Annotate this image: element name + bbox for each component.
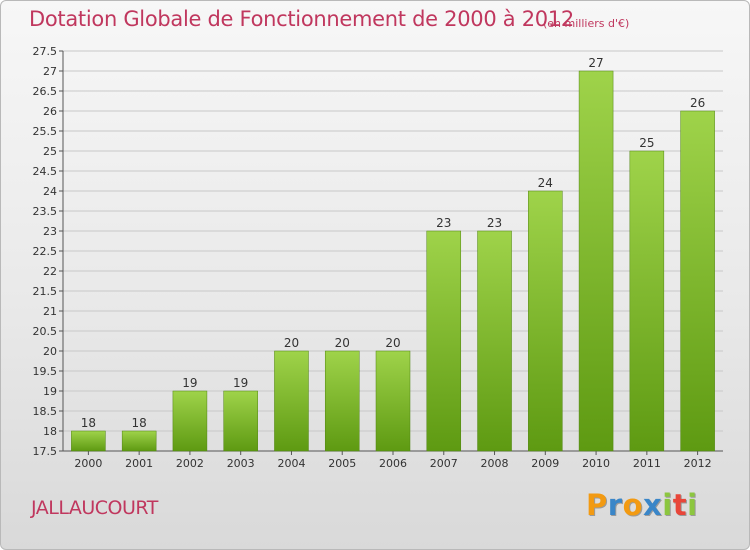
y-tick-label: 24: [43, 185, 57, 198]
bar-2012: [680, 110, 715, 452]
x-tick-label-2004: 2004: [277, 457, 305, 470]
value-label-2009: 24: [538, 176, 553, 190]
unit-note: (en milliers d'€): [543, 17, 630, 30]
bar-2011: [629, 150, 665, 452]
bar-2009: [528, 190, 563, 452]
y-tick-label: 27: [43, 65, 57, 78]
labels: 17.5 18 18.5 19 19.5 20 20.5 21 21.5 22 22.5 23 23.5…: [33, 45, 712, 470]
value-label-2004: 20: [284, 336, 299, 350]
commune-name: JALLAUCOURT: [31, 497, 158, 519]
bar-2008: [477, 230, 512, 452]
x-tick-label-2001: 2001: [125, 457, 153, 470]
y-tick-label: 20: [43, 345, 57, 358]
value-label-2007: 23: [436, 216, 451, 230]
value-label-2003: 19: [233, 376, 248, 390]
bar-2003: [223, 390, 258, 452]
y-tick-label: 18.5: [33, 405, 58, 418]
y-tick-label: 22: [43, 265, 57, 278]
y-tick-label: 25.5: [33, 125, 58, 138]
bar-2001: [121, 430, 157, 452]
logo-letter: P: [586, 488, 608, 522]
x-tick-label-2003: 2003: [227, 457, 255, 470]
value-label-2002: 19: [182, 376, 197, 390]
bar-2005: [324, 350, 360, 452]
y-tick-label: 25: [43, 145, 57, 158]
y-tick-label: 21: [43, 305, 57, 318]
y-tick-label: 26: [43, 105, 57, 118]
y-tick-label: 26.5: [33, 85, 58, 98]
y-tick-label: 24.5: [33, 165, 58, 178]
x-tick-label-2006: 2006: [379, 457, 407, 470]
x-tick-label-2010: 2010: [582, 457, 610, 470]
y-tick-label: 27.5: [33, 45, 58, 58]
bar-2010: [578, 70, 614, 452]
y-tick-label: 20.5: [33, 325, 58, 338]
bar-2000: [71, 430, 106, 452]
logo-letter: r: [607, 488, 623, 522]
value-label-2006: 20: [385, 336, 400, 350]
bar-2004: [274, 350, 309, 452]
x-tick-label-2005: 2005: [328, 457, 356, 470]
bar-2007: [426, 230, 462, 452]
value-label-2012: 26: [690, 96, 705, 110]
x-tick-label-2008: 2008: [481, 457, 509, 470]
value-label-2011: 25: [639, 136, 654, 150]
y-tick-label: 23: [43, 225, 57, 238]
y-tick-label: 18: [43, 425, 57, 438]
y-tick-label: 19.5: [33, 365, 58, 378]
x-tick-label-2009: 2009: [531, 457, 559, 470]
x-tick-label-2007: 2007: [430, 457, 458, 470]
x-tick-label-2011: 2011: [633, 457, 661, 470]
logo-letter: x: [643, 488, 663, 522]
logo-letter: i: [687, 488, 698, 522]
x-tick-label-2000: 2000: [74, 457, 102, 470]
value-label-2005: 20: [335, 336, 350, 350]
y-tick-label: 22.5: [33, 245, 58, 258]
value-label-2001: 18: [132, 416, 147, 430]
logo-letter: i: [662, 488, 673, 522]
bars: [71, 70, 715, 452]
bar-2002: [172, 390, 208, 452]
x-tick-label-2002: 2002: [176, 457, 204, 470]
value-label-2000: 18: [81, 416, 96, 430]
bar-2006: [375, 350, 411, 452]
value-label-2008: 23: [487, 216, 502, 230]
y-tick-label: 17.5: [33, 445, 58, 458]
y-tick-label: 19: [43, 385, 57, 398]
logo-letter: o: [622, 488, 644, 522]
logo-letter: t: [672, 488, 688, 522]
x-tick-label-2012: 2012: [684, 457, 712, 470]
chart-title: Dotation Globale de Fonctionnement de 20…: [29, 7, 574, 31]
y-tick-label: 23.5: [33, 205, 58, 218]
value-label-2010: 27: [588, 56, 603, 70]
proxiti-logo: Proxiti: [586, 488, 698, 522]
y-tick-label: 21.5: [33, 285, 58, 298]
